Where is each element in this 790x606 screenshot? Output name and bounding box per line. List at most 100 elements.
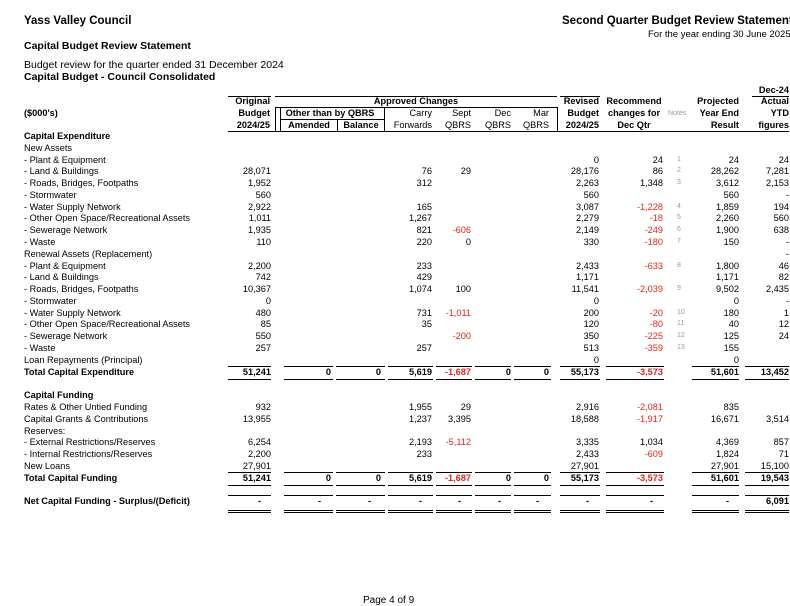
total-rule (745, 366, 789, 368)
note-ref: 1 (677, 155, 681, 163)
table-row: - Roads, Bridges, Footpaths 1,952 312 2,263… (0, 178, 790, 190)
actual-cell: 2,153 (766, 178, 789, 189)
original-cell: 0 (265, 295, 271, 306)
projected-cell: 9,502 (716, 284, 739, 295)
note-ref: 7 (677, 238, 681, 246)
table-row: - Plant & Equipment 0 24 24 24 1 (0, 155, 790, 167)
row-label: - Other Open Space/Recreational Assets (24, 319, 190, 330)
carry-cell: 5,619 (409, 366, 432, 377)
carry-header-2: Forwards (393, 120, 432, 130)
total-rule (692, 484, 739, 486)
table-row: Rates & Other Untied Funding 932 1,955 29 2,… (0, 402, 790, 414)
projected-cell: 24 (728, 154, 739, 165)
total-rule (560, 472, 600, 474)
net-rule (336, 495, 385, 497)
net-rule (228, 509, 271, 511)
row-label: - Sewerage Network (24, 225, 108, 236)
original-cell: 742 (255, 272, 271, 283)
projected-cell: 1,824 (716, 449, 739, 460)
sept-cell: -1,687 (444, 366, 471, 377)
net-rule (475, 509, 511, 511)
header-rule (384, 107, 385, 131)
projected-cell: 3,612 (716, 178, 739, 189)
net-rule (228, 495, 271, 497)
total-rule (514, 378, 551, 380)
statement-title: Second Quarter Budget Review Statement (562, 15, 790, 27)
row-label: New Loans (24, 460, 70, 471)
net-rule (436, 509, 472, 511)
section-title: Capital Budget Review Statement (24, 40, 191, 52)
total-rule (228, 366, 271, 368)
projected-cell: 150 (723, 237, 739, 248)
recommend-cell: -80 (649, 319, 663, 330)
header-rule (275, 107, 276, 131)
actual-cell: 2,435 (766, 284, 789, 295)
projected-cell: 155 (723, 343, 739, 354)
row-label: - Water Supply Network (24, 201, 121, 212)
projected-cell: 40 (728, 319, 739, 330)
carry-cell: 2,193 (409, 437, 432, 448)
recommend-cell: - (649, 496, 653, 507)
recommend-cell: 1,348 (640, 178, 663, 189)
net-rule (336, 509, 385, 511)
table-row: - Other Open Space/Recreational Assets 1,… (0, 213, 790, 225)
council-name: Yass Valley Council (24, 15, 132, 27)
net-rule (606, 509, 664, 511)
original-header-1: Original (235, 96, 270, 106)
actual-cell: - (785, 248, 789, 259)
revised-cell: 27,901 (570, 460, 599, 471)
header-rule (280, 107, 281, 131)
revised-cell: 330 (583, 237, 599, 248)
row-label: New Assets (24, 142, 72, 153)
total-rule (284, 378, 333, 380)
table-row: - Other Open Space/Recreational Assets 85… (0, 319, 790, 331)
amended-cell: - (317, 496, 321, 507)
original-cell: 560 (255, 189, 271, 200)
header-rule (752, 96, 789, 97)
actual-cell: 19,543 (760, 472, 789, 483)
total-rule (514, 366, 551, 368)
page-number: Page 4 of 9 (363, 595, 415, 606)
sept-header-2: QBRS (444, 120, 471, 130)
carry-cell: 233 (416, 260, 432, 271)
revised-cell: 0 (593, 154, 599, 165)
row-label: Capital Expenditure (24, 131, 111, 141)
net-rule (228, 511, 271, 513)
note-ref: 3 (677, 179, 681, 187)
projected-cell: 0 (733, 295, 739, 306)
revised-cell: 28,176 (570, 166, 599, 177)
recommend-cell: -18 (649, 213, 663, 224)
budget-name: Capital Budget - Council Consolidated (24, 71, 216, 83)
row-label: Total Capital Funding (24, 472, 118, 483)
projected-header-2: Year End (699, 108, 739, 118)
original-cell: 13,955 (242, 413, 271, 424)
revised-cell: 3,335 (576, 437, 599, 448)
projected-cell: 1,800 (716, 260, 739, 271)
table-row: - Roads, Bridges, Footpaths 10,367 1,074 10… (0, 284, 790, 296)
revised-cell: 18,588 (570, 413, 599, 424)
total-rule (692, 472, 739, 474)
recommend-cell: -1,228 (636, 201, 663, 212)
table-row: - Plant & Equipment 2,200 233 2,433 -633 1,80… (0, 261, 790, 273)
note-ref: 9 (677, 285, 681, 293)
total-rule (475, 472, 511, 474)
sept-cell: -1,011 (445, 307, 471, 318)
table-row: Reserves: (0, 426, 790, 438)
revised-cell: 3,087 (576, 201, 599, 212)
revised-cell: 11,541 (571, 284, 599, 295)
net-rule (514, 495, 551, 497)
table-row: New Loans 27,901 27,901 27,901 15,100 (0, 461, 790, 473)
original-cell: 1,952 (248, 178, 271, 189)
header-rule (560, 96, 600, 97)
projected-cell: 560 (723, 189, 739, 200)
carry-cell: 220 (416, 237, 432, 248)
carry-cell: 1,074 (409, 284, 432, 295)
revised-cell: 1,171 (576, 272, 599, 283)
carry-cell: 1,955 (409, 401, 432, 412)
original-cell: 932 (255, 401, 271, 412)
table-row: - Land & Buildings 28,071 76 29 28,176 86 28,2… (0, 166, 790, 178)
total-rule (514, 484, 551, 486)
recommend-cell: 86 (652, 166, 663, 177)
net-rule (745, 511, 789, 513)
header-rule (228, 131, 789, 132)
